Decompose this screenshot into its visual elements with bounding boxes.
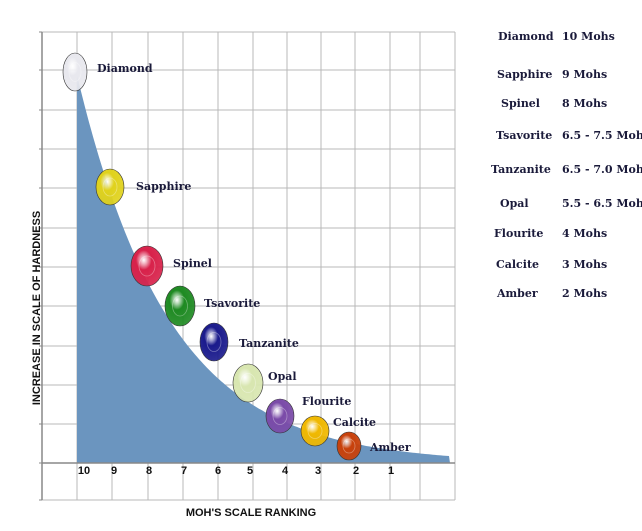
gem-facet — [240, 373, 256, 393]
gem-label-diamond: Diamond — [97, 62, 153, 75]
legend-row-tsavorite: Tsavorite 6.5 - 7.5 Mohs — [488, 129, 642, 145]
legend-gem-name: Spinel — [501, 97, 540, 110]
x-tick-labels: 10 9 8 7 6 5 4 3 2 1 — [78, 465, 394, 477]
legend-row-spinel: Spinel 8 Mohs — [488, 97, 642, 113]
gem-label-opal: Opal — [268, 370, 297, 383]
legend-gem-hardness: 6.5 - 7.5 Mohs — [562, 129, 642, 142]
gem-opal-icon — [232, 363, 264, 403]
gem-calcite-icon — [300, 415, 330, 447]
legend-gem-hardness: 6.5 - 7.0 Mohs — [562, 163, 642, 176]
gem-label-spinel: Spinel — [173, 257, 212, 270]
legend-gem-hardness: 5.5 - 6.5 Mohs — [562, 197, 642, 210]
legend-row-sapphire: Sapphire 9 Mohs — [488, 68, 642, 84]
legend-gem-name: Tanzanite — [491, 163, 551, 176]
x-tick-label: 9 — [111, 465, 117, 477]
gem-amber: Amber — [336, 431, 411, 461]
legend-row-diamond: Diamond 10 Mohs — [488, 30, 642, 46]
legend-gem-hardness: 8 Mohs — [562, 97, 608, 110]
legend-gem-name: Sapphire — [497, 68, 553, 81]
x-tick-label: 7 — [181, 465, 187, 477]
gem-diamond: Diamond — [62, 52, 153, 92]
gem-facet — [206, 332, 222, 352]
legend-gem-name: Calcite — [496, 258, 540, 271]
gem-sapphire: Sapphire — [95, 168, 191, 206]
x-tick-label: 3 — [315, 465, 321, 477]
gem-tsavorite-icon — [164, 285, 196, 327]
x-tick-label: 1 — [388, 465, 394, 477]
x-tick-label: 10 — [78, 465, 90, 477]
gem-opal: Opal — [232, 363, 297, 403]
gem-amber-icon — [336, 431, 362, 461]
legend-gem-hardness: 4 Mohs — [562, 227, 608, 240]
gem-markers: Diamond Sapphire Spinel Tsavorite Tanzanite O… — [62, 52, 411, 461]
y-axis-title: INCREASE IN SCALE OF HARDNESS — [31, 211, 43, 405]
gem-tanzanite: Tanzanite — [199, 322, 299, 362]
legend-gem-name: Diamond — [498, 30, 554, 43]
legend-row-calcite: Calcite 3 Mohs — [488, 258, 642, 274]
gem-tanzanite-icon — [199, 322, 229, 362]
gem-tsavorite: Tsavorite — [164, 285, 260, 327]
x-tick-label: 8 — [146, 465, 152, 477]
legend-gem-name: Amber — [497, 287, 538, 300]
hardness-area — [77, 75, 450, 463]
gem-calcite: Calcite — [300, 415, 376, 447]
legend-gem-hardness: 10 Mohs — [562, 30, 615, 43]
legend-row-amber: Amber 2 Mohs — [488, 287, 642, 303]
gem-diamond-icon — [62, 52, 88, 92]
gem-flourite: Flourite — [265, 395, 351, 434]
gem-label-flourite: Flourite — [302, 395, 351, 408]
legend-gem-name: Tsavorite — [496, 129, 553, 142]
gem-facet — [307, 423, 323, 439]
legend-gem-hardness: 2 Mohs — [562, 287, 608, 300]
legend-row-opal: Opal 5.5 - 6.5 Mohs — [488, 197, 642, 213]
gem-facet — [172, 295, 188, 317]
x-tick-label: 4 — [282, 465, 289, 477]
gem-flourite-icon — [265, 398, 295, 434]
x-tick-label: 2 — [353, 465, 359, 477]
gem-label-sapphire: Sapphire — [136, 180, 191, 193]
gem-label-calcite: Calcite — [333, 416, 376, 429]
gem-facet — [342, 438, 356, 454]
gem-facet — [102, 177, 118, 197]
legend-row-tanzanite: Tanzanite 6.5 - 7.0 Mohs — [488, 163, 642, 179]
gem-facet — [138, 255, 156, 277]
x-tick-label: 6 — [215, 465, 221, 477]
x-axis-title: MOH'S SCALE RANKING — [186, 507, 316, 519]
gem-label-tsavorite: Tsavorite — [204, 297, 260, 310]
x-tick-label: 5 — [247, 465, 253, 477]
legend-gem-name: Opal — [500, 197, 529, 210]
gem-sapphire-icon — [95, 168, 125, 206]
legend-gem-name: Flourite — [494, 227, 544, 240]
legend-gem-hardness: 3 Mohs — [562, 258, 608, 271]
chart-axes — [39, 31, 455, 501]
gem-spinel: Spinel — [130, 245, 212, 287]
legend-row-flourite: Flourite 4 Mohs — [488, 227, 642, 243]
gem-facet — [272, 407, 288, 425]
gem-spinel-icon — [130, 245, 164, 287]
gem-facet — [68, 62, 82, 82]
gem-label-amber: Amber — [369, 441, 411, 454]
gem-label-tanzanite: Tanzanite — [239, 337, 299, 350]
legend-gem-hardness: 9 Mohs — [562, 68, 608, 81]
